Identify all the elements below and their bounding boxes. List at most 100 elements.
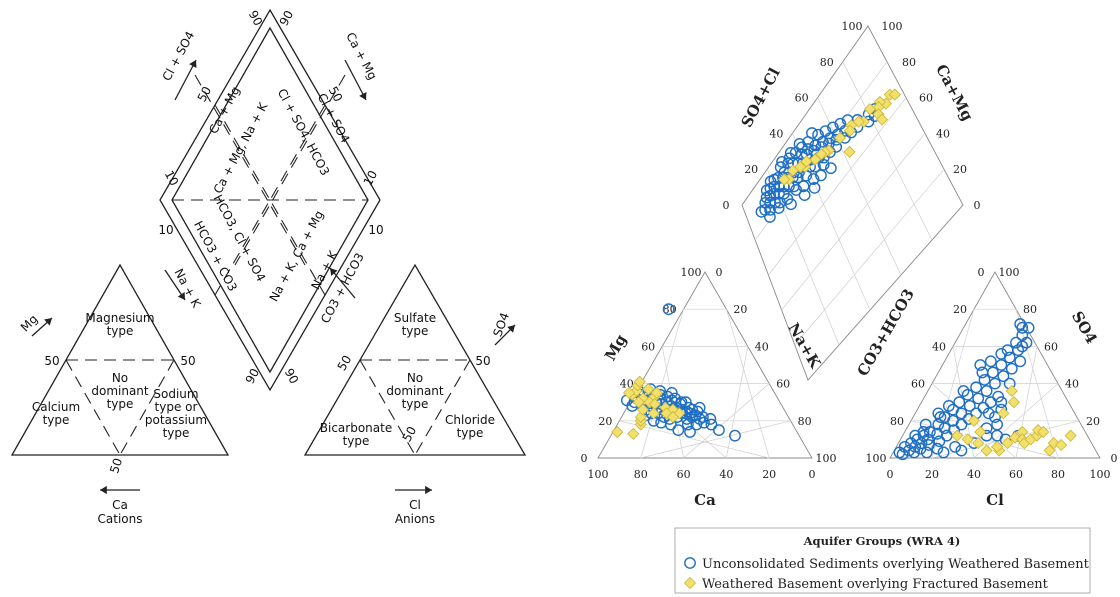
diamond-point-0 — [817, 158, 830, 171]
diamond-left-tick: 80 — [820, 56, 834, 69]
diamond-grid-a — [817, 97, 902, 276]
diamond-tick-right-low: 10 — [368, 223, 383, 237]
cation-grid-b — [726, 346, 749, 459]
cl-label: Cl — [409, 498, 421, 512]
anion-right-tick: 20 — [1086, 415, 1100, 428]
anion-right-tick: 0 — [1111, 452, 1118, 465]
cation-xlabel: Ca — [694, 491, 716, 509]
cation-point-1 — [666, 411, 679, 424]
cation-right-tick: 100 — [816, 452, 837, 465]
anion-region-bicarbonate: Bicarbonate — [320, 421, 392, 435]
diamond-point-0 — [797, 180, 810, 193]
diamond-tick-left: 10 — [162, 168, 182, 188]
anion-left-tick: 40 — [932, 340, 946, 353]
cations-caption: Cations — [98, 512, 143, 526]
na-k-label: Na + K — [172, 266, 205, 311]
anion-tick-right: 50 — [475, 354, 490, 368]
cation-grid-b — [640, 420, 791, 459]
diamond-grid-b — [768, 97, 907, 276]
cation-point-1 — [622, 386, 636, 399]
ca-mg-label: Ca + Mg — [343, 30, 379, 82]
diamond-left-tick: 40 — [769, 127, 783, 140]
anion-region-bicarbonate: type — [343, 434, 370, 448]
cation-region-magnesium: Magnesium — [85, 311, 154, 325]
anion-point-0 — [932, 407, 945, 420]
diamond-point-1 — [888, 88, 901, 101]
cation-bottom-tick: 60 — [677, 468, 691, 481]
diamond-point-0 — [785, 198, 797, 211]
anion-left-tick: 100 — [866, 452, 887, 465]
anion-bottom-tick: 100 — [1090, 468, 1111, 481]
diamond-left-tick: 100 — [842, 20, 863, 33]
cation-point-0 — [675, 396, 688, 409]
anion-point-0 — [995, 359, 1008, 371]
anion-point-0 — [919, 418, 932, 431]
diamond-point-0 — [815, 169, 827, 182]
cation-left-label: Mg — [601, 331, 630, 364]
cation-tick-bottom: 50 — [107, 456, 125, 475]
diamond-point-1 — [778, 173, 791, 186]
anion-frame — [889, 271, 1101, 459]
anion-point-0 — [1016, 329, 1029, 342]
anion-point-0 — [937, 446, 950, 459]
cation-panel: 100 80 60 40 20 0020406080100100806040200CaMg… — [581, 266, 837, 509]
anion-point-0 — [915, 437, 928, 450]
diamond-right-tick: 100 — [882, 20, 903, 33]
anion-point-0 — [972, 392, 985, 405]
cation-point-0 — [655, 416, 668, 429]
anion-right-tick: 40 — [1065, 378, 1079, 391]
ca-mg-label: Ca+Mg — [932, 61, 977, 124]
anion-point-0 — [1010, 336, 1022, 349]
cation-frame — [597, 271, 813, 459]
anion-point-0 — [991, 418, 1003, 431]
cation-point-0 — [693, 401, 706, 414]
diamond-point-0 — [808, 181, 821, 194]
cation-region-calcium: type — [43, 413, 70, 427]
anion-point-0 — [984, 396, 997, 409]
anion-point-1 — [1005, 384, 1018, 398]
anion-region-no_dominant: type — [402, 397, 429, 411]
anion-tick-bottom: 50 — [400, 424, 420, 444]
anion-right-tick: 100 — [999, 266, 1020, 279]
cation-point-0 — [713, 424, 725, 436]
anion-point-1 — [980, 444, 993, 457]
cation-right-tick: 20 — [733, 303, 747, 316]
cation-point-0 — [669, 392, 681, 405]
anion-point-0 — [995, 396, 1008, 409]
cation-point-0 — [665, 386, 678, 399]
anion-point-1 — [951, 429, 964, 442]
cation-point-0 — [686, 403, 699, 416]
diamond-outline — [159, 8, 381, 392]
anion-region-chloride: Chloride — [445, 413, 495, 427]
ca-mg-arrow — [344, 59, 367, 101]
anion-right-tick: 80 — [1023, 303, 1037, 316]
anion-bottom-tick: 20 — [925, 468, 939, 481]
cation-bottom-tick: 20 — [762, 468, 776, 481]
cation-right-tick: 0 — [716, 266, 723, 279]
diamond-point-1 — [843, 145, 856, 158]
diamond-point-0 — [790, 184, 803, 196]
anion-point-1 — [997, 407, 1010, 420]
cation-left-tick: 40 — [620, 378, 634, 391]
anion-point-1 — [1007, 396, 1020, 409]
diamond-inner-outline — [171, 26, 369, 374]
cation-bottom-tick: 80 — [634, 468, 648, 481]
diamond-point-0 — [809, 139, 822, 152]
diamond-tick-right-mid: 50 — [326, 84, 346, 104]
anion-point-1 — [961, 433, 974, 446]
cl-so4-label: Cl + SO4 — [160, 29, 198, 83]
anion-point-0 — [942, 400, 955, 412]
diamond-point-0 — [777, 187, 790, 200]
diamond-point-0 — [834, 117, 847, 130]
diamond-point-0 — [784, 146, 797, 159]
anion-bottom-tick: 60 — [1009, 468, 1023, 481]
anion-right-label: SO4 — [1068, 308, 1101, 347]
cation-point-1 — [636, 403, 650, 416]
cation-point-0 — [679, 396, 692, 409]
anion-left-label: CO3+HCO3 — [853, 286, 917, 380]
diamond-point-0 — [827, 121, 839, 134]
anion-xlabel: Cl — [986, 491, 1004, 509]
piper-plot: 100 80 60 40 20 0 0 20 40 60 80 100 100 80 60 40 20 0 Ca Mg… — [581, 20, 1118, 509]
diamond-point-0 — [774, 161, 787, 174]
anion-region-chloride: type — [457, 426, 484, 440]
